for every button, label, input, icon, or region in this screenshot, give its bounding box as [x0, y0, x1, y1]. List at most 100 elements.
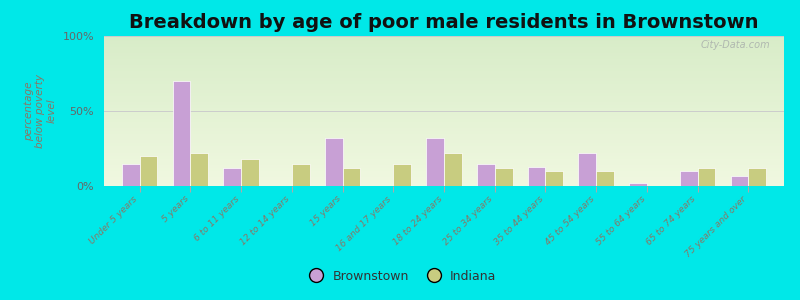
Bar	[749, 168, 766, 186]
Bar	[139, 156, 158, 186]
Bar	[342, 168, 360, 186]
Bar	[104, 176, 784, 177]
Bar	[630, 183, 647, 186]
Bar	[104, 180, 784, 182]
Bar	[104, 72, 784, 74]
Bar	[104, 54, 784, 56]
Bar	[104, 144, 784, 146]
Bar	[104, 183, 784, 184]
Bar	[104, 146, 784, 147]
Bar	[104, 44, 784, 45]
Bar	[596, 171, 614, 186]
Bar	[426, 138, 444, 186]
Bar	[104, 69, 784, 70]
Bar	[104, 116, 784, 117]
Bar	[104, 158, 784, 159]
Bar	[104, 111, 784, 112]
Bar	[104, 103, 784, 105]
Bar	[104, 153, 784, 154]
Bar	[104, 70, 784, 72]
Bar	[104, 168, 784, 170]
Bar	[104, 128, 784, 129]
Bar	[104, 42, 784, 44]
Bar	[104, 174, 784, 176]
Bar	[104, 63, 784, 64]
Bar	[104, 177, 784, 178]
Bar	[104, 141, 784, 142]
Bar	[494, 168, 513, 186]
Title: Breakdown by age of poor male residents in Brownstown: Breakdown by age of poor male residents …	[130, 13, 758, 32]
Bar	[104, 105, 784, 106]
Bar	[104, 112, 784, 114]
Bar	[325, 138, 342, 186]
Bar	[104, 130, 784, 132]
Bar	[104, 152, 784, 153]
Bar	[104, 87, 784, 88]
Bar	[104, 123, 784, 124]
Bar	[104, 135, 784, 136]
Bar	[104, 108, 784, 110]
Bar	[528, 167, 546, 186]
Bar	[730, 176, 749, 186]
Bar	[223, 168, 241, 186]
Bar	[104, 80, 784, 81]
Bar	[104, 100, 784, 102]
Bar	[104, 93, 784, 94]
Bar	[680, 171, 698, 186]
Bar	[104, 82, 784, 84]
Bar	[104, 50, 784, 51]
Bar	[104, 124, 784, 126]
Bar	[173, 81, 190, 186]
Bar	[104, 92, 784, 93]
Bar	[104, 147, 784, 148]
Bar	[104, 40, 784, 42]
Bar	[104, 184, 784, 186]
Bar	[104, 90, 784, 92]
Bar	[104, 110, 784, 111]
Bar	[104, 182, 784, 183]
Bar	[104, 76, 784, 78]
Bar	[104, 178, 784, 180]
Bar	[104, 74, 784, 75]
Text: City-Data.com: City-Data.com	[701, 40, 770, 50]
Bar	[241, 159, 258, 186]
Bar	[394, 164, 411, 186]
Bar	[104, 99, 784, 100]
Bar	[104, 57, 784, 58]
Bar	[104, 78, 784, 80]
Bar	[104, 98, 784, 99]
Bar	[104, 106, 784, 108]
Bar	[104, 66, 784, 68]
Bar	[444, 153, 462, 186]
Bar	[104, 36, 784, 38]
Bar	[104, 132, 784, 134]
Bar	[104, 60, 784, 61]
Bar	[104, 81, 784, 82]
Bar	[122, 164, 139, 186]
Bar	[104, 118, 784, 120]
Bar	[104, 45, 784, 46]
Bar	[104, 159, 784, 160]
Bar	[104, 122, 784, 123]
Bar	[104, 148, 784, 150]
Bar	[104, 162, 784, 164]
Bar	[104, 126, 784, 128]
Bar	[104, 38, 784, 39]
Bar	[104, 136, 784, 138]
Bar	[104, 52, 784, 54]
Bar	[104, 160, 784, 162]
Bar	[292, 164, 310, 186]
Bar	[104, 56, 784, 57]
Bar	[104, 51, 784, 52]
Bar	[104, 140, 784, 141]
Bar	[104, 134, 784, 135]
Bar	[104, 114, 784, 116]
Bar	[104, 88, 784, 90]
Bar	[578, 153, 596, 186]
Bar	[104, 85, 784, 87]
Bar	[104, 150, 784, 152]
Bar	[104, 138, 784, 140]
Y-axis label: percentage
below poverty
level: percentage below poverty level	[24, 74, 57, 148]
Bar	[698, 168, 715, 186]
Bar	[104, 171, 784, 172]
